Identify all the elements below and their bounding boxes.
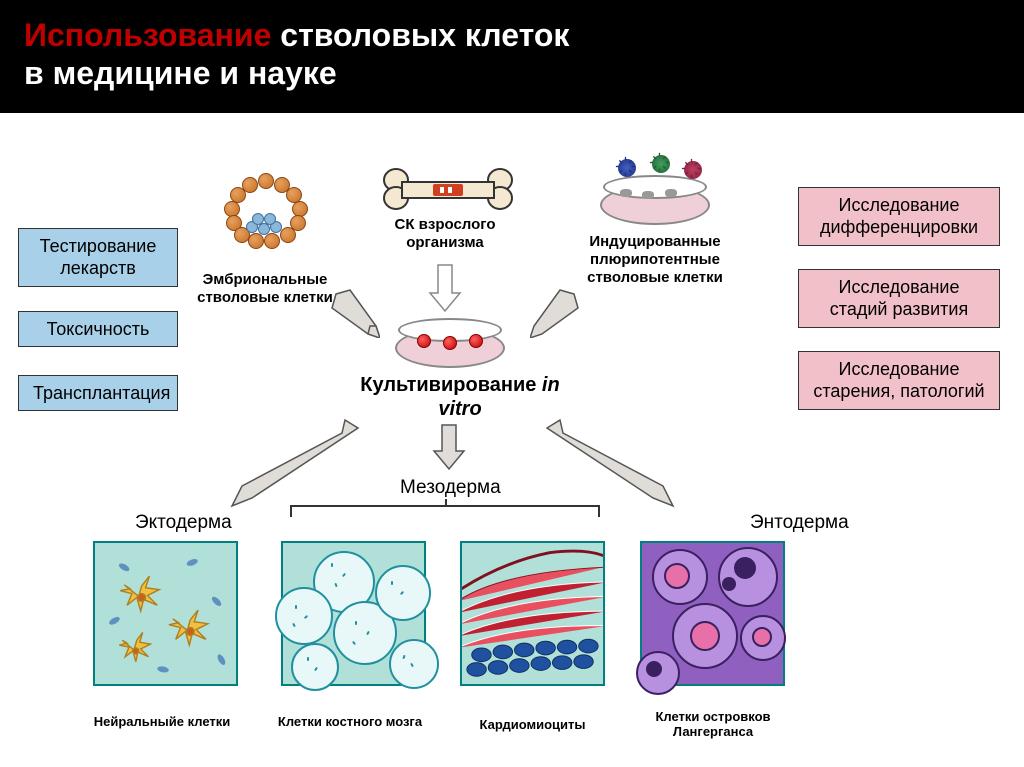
arrow-icon (545, 418, 675, 508)
label-ipsc: Индуцированные плюрипотентные стволовые … (570, 233, 740, 287)
virus-icon (618, 159, 636, 177)
title-main2: в медицине и науке (24, 55, 337, 91)
box-testing: Тестирование лекарств (18, 228, 178, 287)
arrow-icon (530, 288, 580, 338)
label-bonemarrow: Клетки костного мозга (270, 714, 430, 730)
slide-title: Использование стволовых клеток в медицин… (24, 16, 1000, 93)
bone-icon (378, 165, 518, 215)
title-accent: Использование (24, 17, 271, 53)
ipsc-dish-icon (600, 175, 710, 225)
label-ectoderm: Эктодерма (135, 512, 232, 535)
label-endoderm: Энтодерма (750, 512, 849, 535)
label-embryonic: Эмбриональные стволовые клетки (195, 271, 335, 307)
box-differentiation: Исследование дифференцировки (798, 187, 1000, 246)
box-transplant: Трансплантация (18, 375, 178, 412)
arrow-down-icon (432, 423, 466, 471)
box-development: Исследование стадий развития (798, 269, 1000, 328)
diagram-content: Тестирование лекарств Токсичность Трансп… (0, 113, 1024, 763)
title-main1: стволовых клеток (271, 17, 569, 53)
arrow-icon (330, 288, 380, 338)
arrow-down-icon (428, 263, 462, 313)
box-aging: Исследование старения, патологий (798, 351, 1000, 410)
bone-marrow-tile (281, 541, 426, 686)
blastocyst-icon (222, 173, 312, 253)
cultivation-text: Культивирование (360, 374, 542, 396)
islet-tile (640, 541, 785, 686)
virus-icon (684, 161, 702, 179)
label-cardio: Кардиомиоциты (460, 717, 605, 733)
label-cultivation: Культивирование in vitro (355, 373, 565, 421)
label-islet: Клетки островков Лангерганса (628, 709, 798, 740)
slide-header: Использование стволовых клеток в медицин… (0, 0, 1024, 113)
box-toxicity: Токсичность (18, 311, 178, 348)
cardio-tile (460, 541, 605, 686)
neural-tile (93, 541, 238, 686)
label-adult: СК взрослого организма (390, 216, 500, 252)
virus-icon (652, 155, 670, 173)
arrow-icon (230, 418, 360, 508)
label-mesoderm: Мезодерма (400, 477, 501, 500)
cultivation-dish-icon (395, 318, 505, 368)
label-neural: Нейральныйе клетки (82, 714, 242, 730)
bracket-icon (290, 505, 600, 507)
